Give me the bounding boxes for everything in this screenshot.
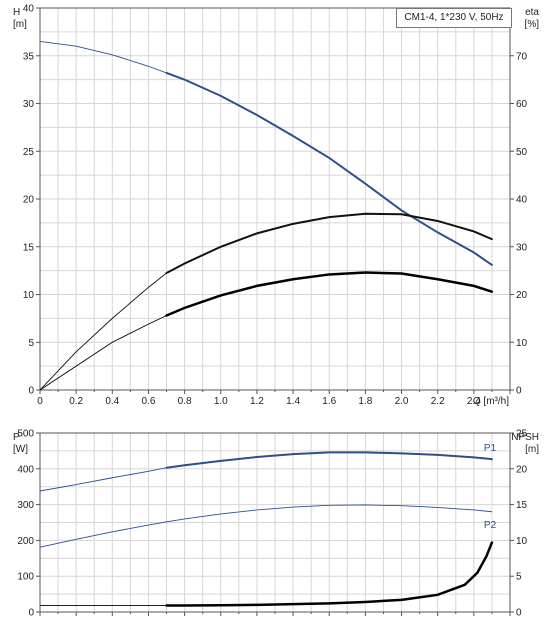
y-right-tick-label: 10 — [516, 338, 528, 349]
x-tick-label: 0.6 — [142, 396, 156, 407]
x-tick-label: 0 — [37, 396, 43, 407]
x-tick-label: 1.6 — [322, 396, 336, 407]
y-left-tick-label: 100 — [17, 572, 34, 583]
y-right-axis-label: NPSH — [511, 432, 539, 443]
x-tick-label: 2.0 — [395, 396, 409, 407]
y-left-tick-label: 400 — [17, 464, 34, 475]
series-label: P1 — [484, 443, 497, 454]
y-left-tick-label: 15 — [23, 242, 35, 253]
y-left-axis-unit: [m] — [13, 19, 27, 30]
y-right-axis-label: eta — [525, 7, 539, 18]
y-right-tick-label: 30 — [516, 242, 528, 253]
y-left-axis-unit: [W] — [13, 444, 28, 455]
y-right-tick-label: 25 — [516, 429, 528, 440]
y-right-tick-label: 40 — [516, 195, 528, 206]
chart-title: CM1-4, 1*230 V, 50Hz — [396, 8, 512, 28]
y-right-tick-label: 70 — [516, 51, 528, 62]
x-tick-label: 0.4 — [105, 396, 119, 407]
series-bold-0-2 — [165, 271, 494, 317]
x-tick-label: 1.0 — [214, 396, 228, 407]
y-left-tick-label: 30 — [23, 99, 35, 110]
series-bold-0-0 — [165, 71, 493, 266]
y-left-tick-label: 5 — [28, 338, 34, 349]
series-bold-1-0 — [165, 451, 493, 469]
x-tick-label: 1.4 — [286, 396, 300, 407]
series-label: P2 — [484, 520, 497, 531]
series-bold-0-1 — [165, 212, 493, 275]
y-left-tick-label: 300 — [17, 500, 34, 511]
y-right-tick-label: 15 — [516, 500, 528, 511]
y-left-tick-label: 0 — [28, 386, 34, 397]
x-tick-label: 1.2 — [250, 396, 264, 407]
y-left-tick-label: 10 — [23, 290, 35, 301]
y-right-tick-label: 20 — [516, 464, 528, 475]
y-right-tick-label: 60 — [516, 99, 528, 110]
x-tick-label: 0.8 — [178, 396, 192, 407]
y-right-tick-label: 50 — [516, 147, 528, 158]
y-left-tick-label: 20 — [23, 195, 35, 206]
x-axis-label: Q [m³/h] — [473, 396, 509, 407]
x-tick-label: 2.2 — [431, 396, 445, 407]
x-tick-label: 0.2 — [69, 396, 83, 407]
y-left-axis-label: H — [13, 7, 20, 18]
y-right-tick-label: 5 — [516, 572, 522, 583]
y-right-tick-label: 0 — [516, 386, 522, 397]
x-tick-label: 2.4 — [467, 396, 481, 407]
y-left-tick-label: 40 — [23, 4, 35, 15]
y-left-tick-label: 25 — [23, 147, 35, 158]
y-left-tick-label: 0 — [28, 608, 34, 619]
series-bold-1-2 — [165, 541, 494, 607]
y-right-axis-unit: [m] — [525, 444, 539, 455]
series-line-1-1 — [39, 504, 492, 548]
y-left-tick-label: 200 — [17, 536, 34, 547]
y-right-tick-label: 10 — [516, 536, 528, 547]
y-left-tick-label: 35 — [23, 51, 35, 62]
y-left-tick-label: 500 — [17, 429, 34, 440]
x-tick-label: 1.8 — [358, 396, 372, 407]
y-right-tick-label: 20 — [516, 290, 528, 301]
y-right-axis-unit: [%] — [525, 19, 540, 30]
y-right-tick-label: 0 — [516, 608, 522, 619]
y-left-axis-label: P — [13, 432, 20, 443]
